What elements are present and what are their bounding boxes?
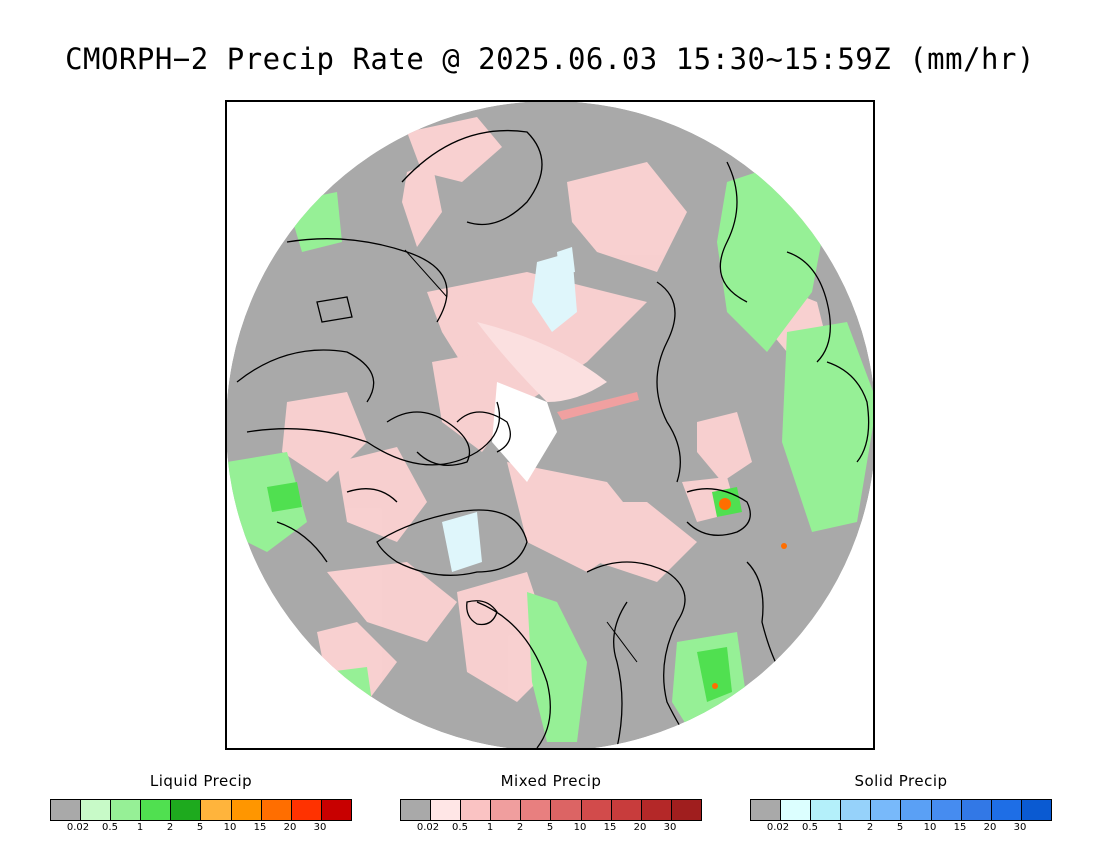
legend-tick-label: 20 bbox=[983, 822, 997, 833]
legend-tick-label: 2 bbox=[516, 822, 524, 833]
legend-tick-label: 20 bbox=[283, 822, 297, 833]
map-panel bbox=[225, 100, 875, 750]
legend-swatches bbox=[400, 799, 702, 821]
legend-swatches bbox=[50, 799, 352, 821]
legend-swatch bbox=[291, 800, 322, 820]
legend-swatch bbox=[171, 800, 202, 820]
legend-tick-label: 1 bbox=[486, 822, 494, 833]
legend-ticks: 0.02 0.5 1 2 5 10 15 20 30 bbox=[750, 822, 1052, 836]
legend-tick-label: 0.02 bbox=[416, 822, 440, 833]
legend-title: Mixed Precip bbox=[500, 772, 602, 790]
legend-swatch bbox=[231, 800, 262, 820]
legend-swatch bbox=[991, 800, 1022, 820]
legend-swatch bbox=[961, 800, 992, 820]
legend-ticks: 0.02 0.5 1 2 5 10 15 20 30 bbox=[50, 822, 352, 836]
legend-swatch bbox=[521, 800, 552, 820]
legend-tick-label: 1 bbox=[136, 822, 144, 833]
legend-tick-label: 0.02 bbox=[66, 822, 90, 833]
legend-tick-label: 0.5 bbox=[102, 822, 118, 833]
solid-precip-areas bbox=[442, 247, 577, 572]
legend-swatch bbox=[261, 800, 292, 820]
legend-swatch bbox=[51, 800, 82, 820]
legend-tick-label: 30 bbox=[313, 822, 327, 833]
legend-swatch bbox=[751, 800, 782, 820]
legend-title: Liquid Precip bbox=[149, 772, 253, 790]
legend-title: Solid Precip bbox=[854, 772, 948, 790]
mixed-precip-streak bbox=[557, 392, 639, 420]
legend-swatch bbox=[81, 800, 112, 820]
legend-tick-label: 30 bbox=[1013, 822, 1027, 833]
legend-swatch bbox=[1021, 800, 1051, 820]
legend-swatch bbox=[611, 800, 642, 820]
legend-swatch bbox=[491, 800, 522, 820]
legend-swatch bbox=[871, 800, 902, 820]
polar-swirl bbox=[477, 322, 607, 402]
legend-swatch bbox=[401, 800, 432, 820]
legend-tick-label: 0.5 bbox=[802, 822, 818, 833]
legend-tick-label: 5 bbox=[546, 822, 554, 833]
legend-tick-label: 10 bbox=[923, 822, 937, 833]
legend-swatch bbox=[141, 800, 172, 820]
legend-tick-label: 15 bbox=[953, 822, 967, 833]
intense-precip bbox=[712, 498, 787, 689]
map-title: CMORPH−2 Precip Rate @ 2025.06.03 15:30~… bbox=[65, 42, 1035, 76]
borders bbox=[404, 249, 638, 663]
legend-swatch bbox=[461, 800, 492, 820]
legend-mixed-precip: Mixed Precip 0.02 0.5 1 2 5 10 15 20 30 bbox=[400, 772, 702, 833]
legend-tick-label: 2 bbox=[166, 822, 174, 833]
legend-swatch bbox=[901, 800, 932, 820]
legend-tick-label: 15 bbox=[603, 822, 617, 833]
legend-tick-label: 10 bbox=[573, 822, 587, 833]
legend-liquid-precip: Liquid Precip 0.02 0.5 1 2 5 10 15 20 30 bbox=[50, 772, 352, 833]
legend-swatch bbox=[111, 800, 142, 820]
legend-tick-label: 10 bbox=[223, 822, 237, 833]
legend-tick-label: 5 bbox=[196, 822, 204, 833]
legend-tick-label: 20 bbox=[633, 822, 647, 833]
legend-swatch bbox=[931, 800, 962, 820]
legend-tick-label: 2 bbox=[866, 822, 874, 833]
legend-swatch bbox=[671, 800, 701, 820]
legend-swatch bbox=[551, 800, 582, 820]
legend-tick-label: 30 bbox=[663, 822, 677, 833]
legend-ticks: 0.02 0.5 1 2 5 10 15 20 30 bbox=[400, 822, 702, 836]
legend-swatch bbox=[321, 800, 351, 820]
legend-swatch bbox=[781, 800, 812, 820]
legend-tick-label: 0.5 bbox=[452, 822, 468, 833]
legend-swatch bbox=[431, 800, 462, 820]
polar-no-data-wedge bbox=[492, 382, 557, 482]
legend-swatch bbox=[201, 800, 232, 820]
legend-swatch bbox=[641, 800, 672, 820]
legend-tick-label: 15 bbox=[253, 822, 267, 833]
polar-precip-map bbox=[227, 102, 873, 748]
legend-swatch bbox=[841, 800, 872, 820]
legend-swatches bbox=[750, 799, 1052, 821]
coastlines bbox=[236, 129, 870, 748]
legend-swatch bbox=[811, 800, 842, 820]
legend-tick-label: 1 bbox=[836, 822, 844, 833]
legend-solid-precip: Solid Precip 0.02 0.5 1 2 5 10 15 20 30 bbox=[750, 772, 1052, 833]
legend-swatch bbox=[581, 800, 612, 820]
legend-tick-label: 0.02 bbox=[766, 822, 790, 833]
legend-tick-label: 5 bbox=[896, 822, 904, 833]
